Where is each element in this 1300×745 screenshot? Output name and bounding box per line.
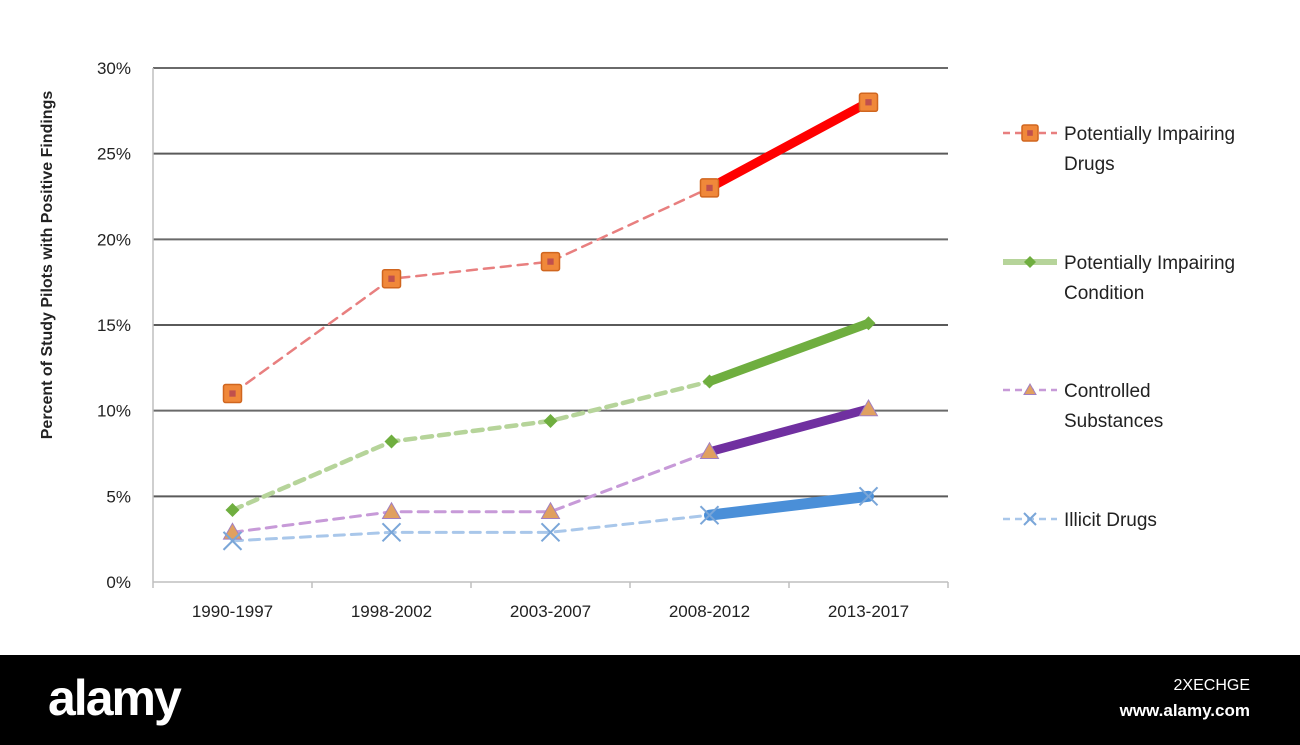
axis-layer: 0% 5% 10% 15% 20% 25% 30% 1990-1997 1998-2002 200… xyxy=(97,59,949,621)
diamond-marker xyxy=(543,413,558,428)
series-layer xyxy=(230,97,874,543)
square-marker xyxy=(699,178,720,198)
y-tick-label: 20% xyxy=(97,230,131,249)
series-line-dashed xyxy=(231,513,711,543)
triangle-marker xyxy=(540,501,561,520)
watermark-logo: alamy xyxy=(48,670,182,726)
triangle-marker xyxy=(858,398,879,417)
x-marker xyxy=(381,522,402,543)
grid-layer xyxy=(153,67,948,498)
x-marker-stroke xyxy=(222,531,243,551)
legend-item: Illicit Drugs xyxy=(1003,510,1157,531)
y-tick-label: 5% xyxy=(106,487,131,506)
x-marker-stroke xyxy=(699,505,720,525)
series-line-highlight xyxy=(704,490,874,521)
x-tick-label: 2008-2012 xyxy=(669,602,750,621)
x-tick-label: 2013-2017 xyxy=(828,602,909,621)
x-marker xyxy=(699,505,720,525)
legend-label: Condition xyxy=(1064,283,1144,304)
marker-layer xyxy=(222,92,879,551)
square-marker xyxy=(540,251,561,272)
watermark-image-id: 2XECHGE xyxy=(1173,677,1250,694)
legend-item: Potentially Impairing Drugs xyxy=(1003,124,1235,175)
x-marker xyxy=(222,531,243,551)
watermark-bar: alamy 2XECHGE www.alamy.com xyxy=(0,655,1300,745)
legend-item: Controlled Substances xyxy=(1003,381,1163,432)
square-marker-core xyxy=(229,390,236,397)
y-tick-label: 25% xyxy=(97,145,131,164)
series-line-highlight xyxy=(705,97,873,193)
x-marker xyxy=(1023,512,1037,526)
square-marker xyxy=(222,383,243,404)
watermark-url: www.alamy.com xyxy=(1119,701,1250,720)
y-tick-label: 0% xyxy=(106,573,131,592)
diamond-marker xyxy=(861,316,876,331)
legend-label: Drugs xyxy=(1064,154,1115,175)
legend-label: Controlled xyxy=(1064,381,1151,402)
x-marker-stroke xyxy=(381,522,402,543)
x-tick-label: 2003-2007 xyxy=(510,602,591,621)
square-marker xyxy=(381,268,402,289)
y-tick-label: 10% xyxy=(97,402,131,421)
triangle-marker-body xyxy=(858,398,879,417)
triangle-marker-body xyxy=(540,501,561,520)
series-line-highlight xyxy=(705,318,873,387)
legend-label: Illicit Drugs xyxy=(1064,510,1157,531)
triangle-marker-body xyxy=(699,441,720,460)
diamond-marker xyxy=(702,374,717,389)
triangle-marker xyxy=(381,501,402,520)
series-line-dashed xyxy=(230,379,712,513)
y-tick-label: 30% xyxy=(97,59,131,78)
square-marker-core xyxy=(865,99,872,106)
series-line-dashed xyxy=(231,186,711,395)
square-marker xyxy=(858,92,879,113)
x-tick-label: 1990-1997 xyxy=(192,602,273,621)
legend-item: Potentially Impairing Condition xyxy=(1003,253,1235,304)
diamond-marker xyxy=(1024,256,1036,268)
x-tick-label: 1998-2002 xyxy=(351,602,432,621)
square-marker-core xyxy=(1027,130,1033,136)
x-marker xyxy=(858,486,879,507)
legend-label: Substances xyxy=(1064,411,1163,432)
square-marker xyxy=(1021,124,1039,142)
square-marker-core xyxy=(388,275,395,282)
diamond-marker xyxy=(225,503,240,518)
x-marker xyxy=(540,522,561,543)
legend-label: Potentially Impairing xyxy=(1064,253,1235,274)
triangle-marker-body xyxy=(381,501,402,520)
diamond-marker xyxy=(384,434,399,449)
y-axis-title: Percent of Study Pilots with Positive Fi… xyxy=(39,91,56,440)
y-tick-label: 15% xyxy=(97,316,131,335)
square-marker-core xyxy=(706,184,713,192)
line-chart: 0% 5% 10% 15% 20% 25% 30% 1990-1997 1998-2002 200… xyxy=(39,59,1235,621)
triangle-marker xyxy=(1023,382,1037,395)
triangle-marker-body xyxy=(1023,382,1037,395)
x-marker-stroke xyxy=(540,522,561,543)
triangle-marker xyxy=(699,441,720,460)
series-line-dashed xyxy=(231,450,711,534)
x-marker-stroke xyxy=(858,486,879,507)
square-marker-core xyxy=(547,258,554,265)
x-marker-stroke xyxy=(1023,512,1037,526)
series-line-highlight xyxy=(705,404,873,457)
legend-label: Potentially Impairing xyxy=(1064,124,1235,145)
